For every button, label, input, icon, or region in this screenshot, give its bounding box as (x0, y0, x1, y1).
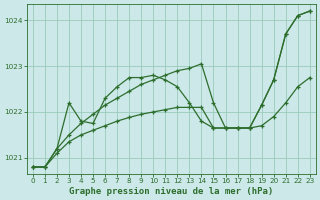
X-axis label: Graphe pression niveau de la mer (hPa): Graphe pression niveau de la mer (hPa) (69, 187, 274, 196)
